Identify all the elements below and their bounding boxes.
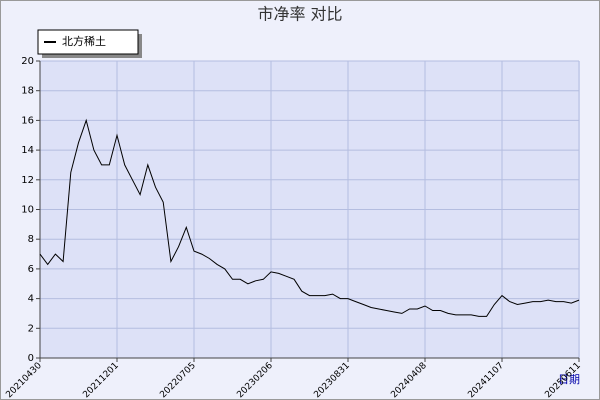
y-tick-label: 0 — [28, 353, 34, 364]
y-tick-label: 4 — [28, 294, 34, 305]
x-axis-label: 日期 — [558, 373, 580, 386]
series-line — [39, 118, 580, 317]
y-tick-label: 2 — [28, 323, 34, 334]
y-tick-label: 12 — [21, 175, 34, 186]
y-tick-label: 8 — [28, 234, 34, 245]
y-tick-label: 20 — [21, 56, 34, 67]
y-tick-label: 18 — [21, 86, 34, 97]
y-tick-label: 16 — [21, 115, 34, 126]
y-tick-label: 14 — [21, 145, 34, 156]
legend: 北方稀土 — [37, 29, 142, 58]
y-tick-label: 10 — [21, 205, 34, 216]
chart-title: 市净率 对比 — [257, 5, 342, 24]
legend-label: 北方稀土 — [62, 34, 106, 48]
y-tick-label: 6 — [28, 264, 34, 275]
